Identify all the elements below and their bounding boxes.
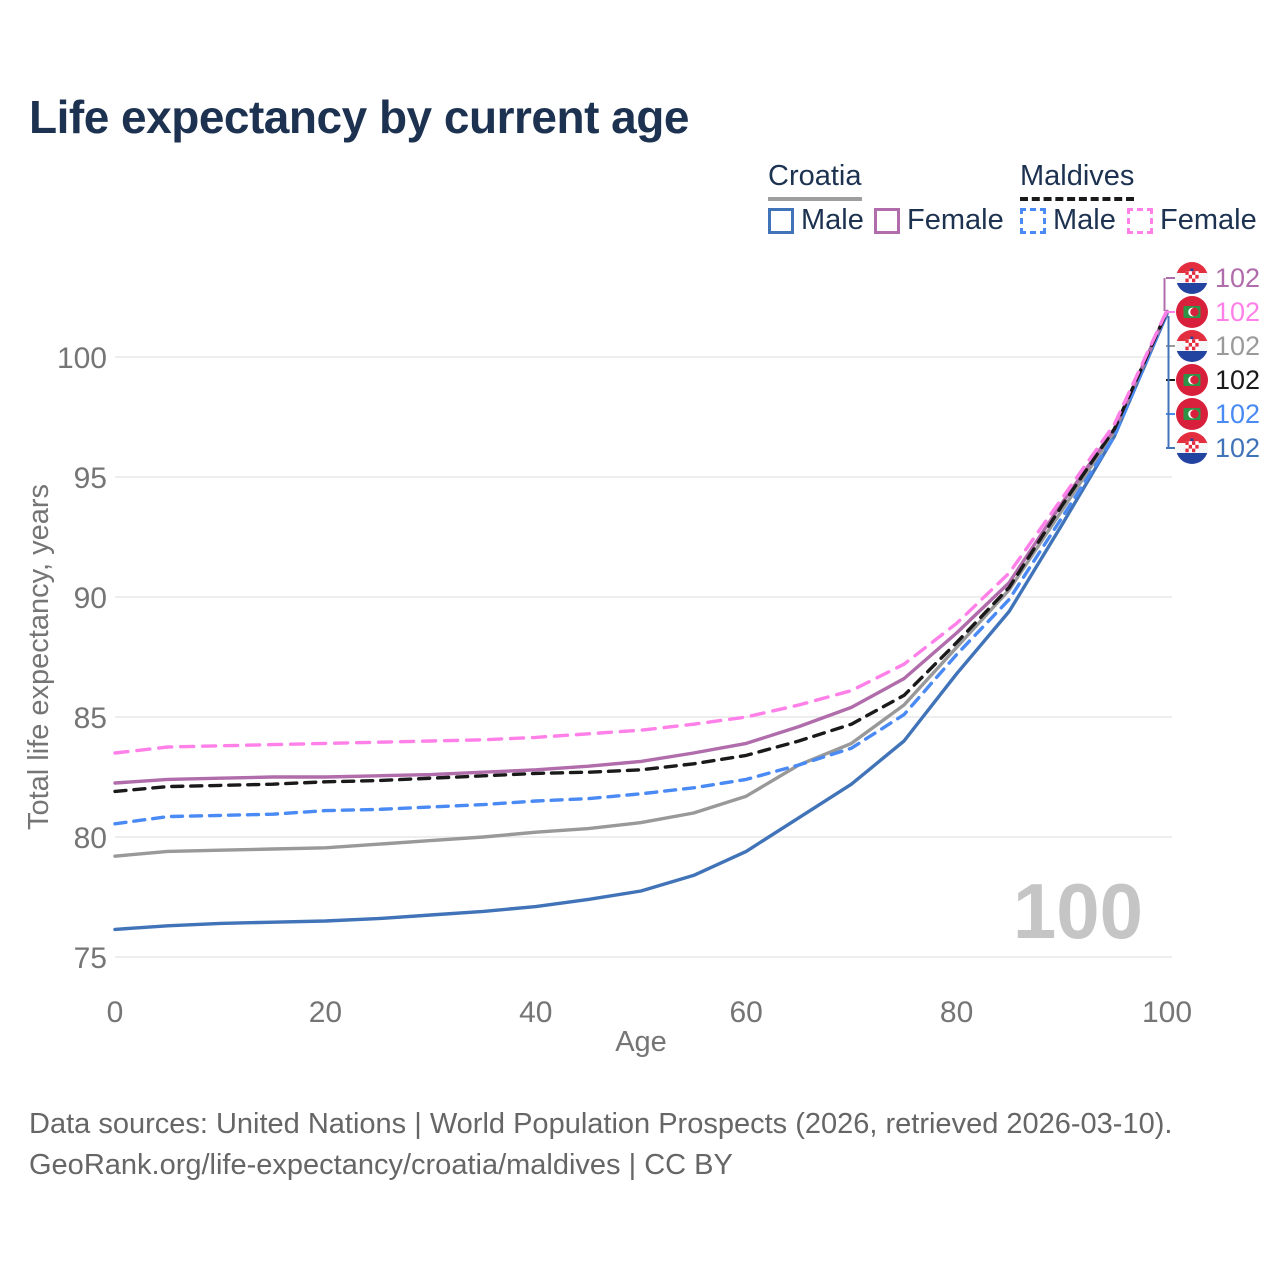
y-tick-80: 80 [74,822,107,855]
series-line-maldives-female [113,308,1169,755]
end-value-croatia-total: 102 [1215,330,1261,361]
end-value-maldives-total: 102 [1215,364,1261,395]
y-tick-85: 85 [74,702,107,735]
x-tick-40: 40 [519,996,552,1029]
maldives-flag-icon [1176,296,1208,328]
series-line-croatia [113,309,1169,858]
legend-label-croatia-female: Female [907,204,1004,236]
maldives-flag-icon [1176,364,1208,396]
x-tick-100: 100 [1142,996,1192,1029]
y-axis-title: Total life expectancy, years [23,484,55,830]
end-value-maldives-female: 102 [1215,296,1261,327]
croatia-male-swatch-icon [768,207,794,234]
maldives-flag-icon [1176,398,1208,430]
maldives-female-swatch-icon [1127,207,1153,234]
end-label-croatia-male: 102 [1176,431,1260,465]
end-label-croatia-total: 102 [1176,329,1260,363]
page-title: Life expectancy by current age [29,91,689,143]
legend-item-croatia-female: Female [874,204,1004,237]
croatia-flag-icon [1176,262,1208,294]
footer-data-sources: Data sources: United Nations | World Pop… [29,1108,1173,1140]
end-label-maldives-male: 102 [1176,397,1260,431]
y-tick-95: 95 [74,462,107,495]
watermark-age-100: 100 [1012,867,1143,955]
footer-attribution: GeoRank.org/life-expectancy/croatia/mald… [29,1149,733,1181]
end-label-croatia-female: 102 [1176,261,1260,295]
croatia-female-swatch-icon [874,207,900,234]
footer: Data sources: United Nations | World Pop… [29,1104,1172,1186]
legend-item-maldives-female: Female [1127,204,1257,237]
croatia-flag-icon [1176,330,1208,362]
series-line-maldives [113,309,1169,794]
maldives-male-swatch-icon [1020,207,1046,234]
legend-label-maldives-female: Female [1160,204,1257,236]
legend-item-croatia-male: Male [768,204,864,237]
x-tick-80: 80 [940,996,973,1029]
series-line-maldives-male [113,310,1169,826]
x-tick-60: 60 [730,996,763,1029]
end-value-croatia-male: 102 [1215,432,1261,463]
legend-item-maldives-male: Male [1020,204,1116,237]
end-value-maldives-male: 102 [1215,398,1261,429]
end-label-maldives-total: 102 [1176,363,1260,397]
croatia-flag-icon [1176,432,1208,464]
series-line-croatia-male [113,312,1169,932]
x-tick-0: 0 [107,996,124,1029]
end-value-croatia-female: 102 [1215,262,1261,293]
legend-label-maldives-male: Male [1053,204,1116,236]
y-tick-75: 75 [74,942,107,975]
legend-croatia-header: Croatia [768,160,862,201]
end-label-maldives-female: 102 [1176,295,1260,329]
x-axis-title: Age [615,1026,667,1058]
legend-label-croatia-male: Male [801,204,864,236]
x-tick-20: 20 [309,996,342,1029]
y-tick-100: 100 [57,342,107,375]
series-line-croatia-female [113,309,1169,785]
y-tick-90: 90 [74,582,107,615]
legend-maldives-header: Maldives [1020,160,1135,201]
